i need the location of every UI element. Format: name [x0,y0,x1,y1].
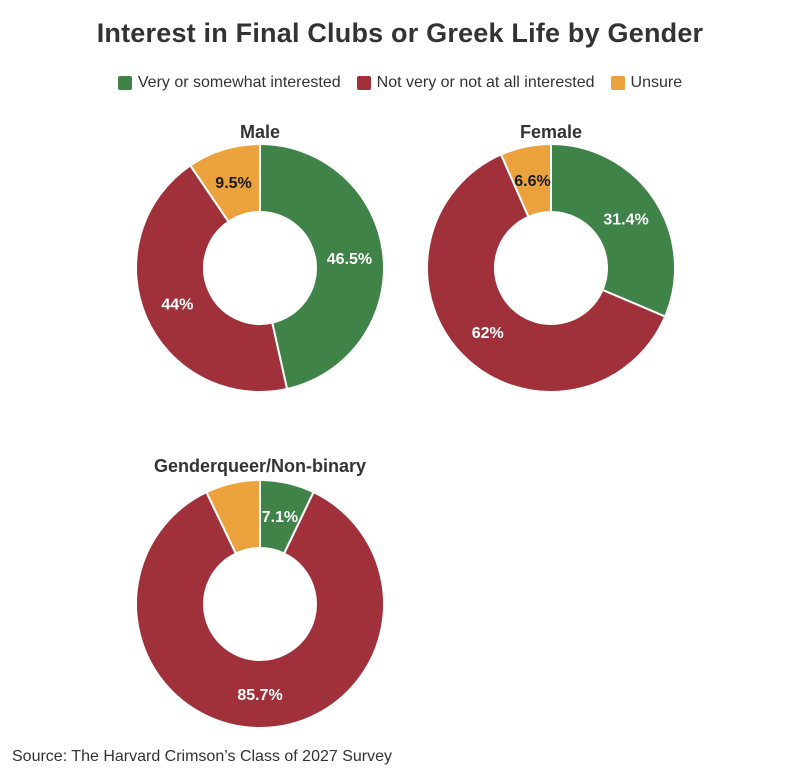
source-note: Source: The Harvard Crimson’s Class of 2… [12,748,393,765]
legend-label-unsure: Unsure [630,74,683,91]
chart-title: Interest in Final Clubs or Greek Life by… [96,18,704,48]
slice-label-male-unsure: 9.5% [215,175,251,192]
legend-swatch-interested [117,76,132,90]
legend-swatch-unsure [610,76,625,90]
slice-label-genderqueer-not-interested: 85.7% [237,687,282,704]
slice-label-male-interested: 46.5% [327,251,372,268]
slice-label-female-not-interested: 62% [472,325,504,342]
donut-title-genderqueer: Genderqueer/Non-binary [154,456,366,476]
slice-female-unsure [500,143,552,218]
slice-label-female-unsure: 6.6% [514,173,550,190]
slice-label-male-not-interested: 44% [161,297,193,314]
legend-swatch-not-interested [356,76,371,90]
legend: Very or somewhat interested Not very or … [0,74,800,92]
donut-male: Male 46.5% 44% 9.5% [135,122,385,393]
legend-item-unsure: Unsure [610,74,683,92]
slice-genderqueer-not-interested [135,491,385,729]
donut-female: Female 31.4% 62% 6.6% [426,122,676,393]
donut-title-male: Male [240,122,280,142]
legend-label-interested: Very or somewhat interested [137,74,341,91]
donut-title-female: Female [520,122,582,142]
legend-label-not-interested: Not very or not at all interested [376,74,595,91]
slice-male-interested [259,143,385,391]
legend-item-interested: Very or somewhat interested [117,74,341,92]
slice-male-unsure [189,143,261,223]
slice-label-female-interested: 31.4% [603,211,648,228]
slice-male-not-interested [135,164,289,393]
donut-genderqueer: Genderqueer/Non-binary 7.1% 85.7% [135,456,385,729]
slice-female-not-interested [426,153,667,393]
slice-female-interested [550,143,676,318]
legend-item-not-interested: Not very or not at all interested [356,74,595,92]
slice-genderqueer-unsure [205,479,261,555]
slice-label-genderqueer-interested: 7.1% [262,509,298,526]
